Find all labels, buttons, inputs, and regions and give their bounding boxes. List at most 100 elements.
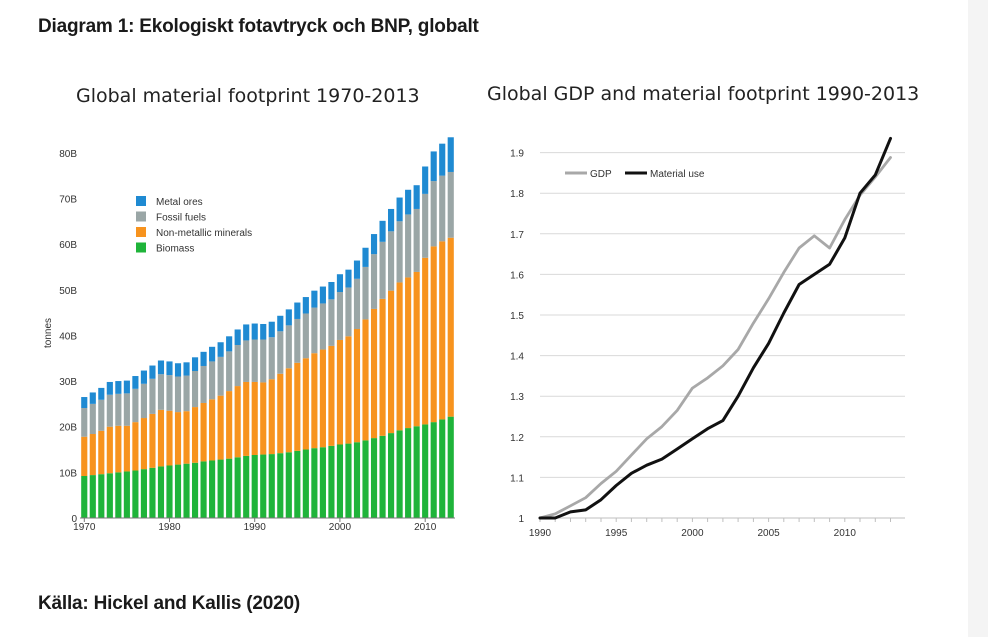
- chart2-y-tick-label: 1.2: [510, 433, 524, 444]
- bar-biomass-1972: [98, 474, 105, 518]
- bar-nonmetallic-1994: [285, 368, 292, 453]
- bar-biomass-1999: [328, 445, 335, 518]
- bar-biomass-2003: [362, 440, 369, 518]
- bar-metal-1984: [200, 351, 207, 366]
- legend-swatch-metal: [136, 196, 146, 206]
- chart1-y-tick-label: 50B: [59, 286, 77, 297]
- bar-nonmetallic-1998: [319, 349, 326, 448]
- bar-metal-1970: [81, 397, 88, 408]
- bar-nonmetallic-2009: [413, 271, 420, 427]
- bar-biomass-1976: [132, 470, 139, 518]
- bar-fossil-2000: [336, 292, 344, 340]
- bar-fossil-2007: [396, 221, 403, 283]
- bar-metal-1983: [191, 357, 199, 372]
- bar-biomass-1986: [217, 459, 224, 518]
- bar-fossil-1973: [106, 394, 113, 427]
- chart2-y-tick-label: 1.9: [510, 149, 524, 160]
- bar-biomass-1980: [166, 465, 173, 518]
- bar-fossil-1999: [328, 299, 335, 346]
- bar-fossil-2008: [405, 214, 412, 278]
- bar-nonmetallic-2008: [405, 277, 412, 429]
- bar-fossil-1989: [243, 340, 250, 382]
- bar-metal-1980: [166, 361, 173, 376]
- bar-nonmetallic-1981: [174, 412, 182, 465]
- bar-biomass-1992: [268, 454, 275, 518]
- chart2-lines: [538, 136, 892, 520]
- bar-metal-1988: [234, 329, 241, 345]
- chart2-grid: [540, 152, 905, 478]
- stacked-bar-chart: Global material footprint 1970-2013 tonn…: [43, 85, 455, 533]
- bar-nonmetallic-1987: [226, 391, 233, 459]
- source-caption: Källa: Hickel and Kallis (2020): [38, 593, 301, 614]
- bar-biomass-1975: [123, 471, 130, 518]
- bar-nonmetallic-1997: [311, 353, 318, 449]
- bar-nonmetallic-1980: [166, 410, 173, 466]
- bar-biomass-1990: [251, 455, 258, 518]
- bar-metal-1975: [123, 380, 130, 394]
- chart2-x-tick-label: 2010: [834, 528, 857, 539]
- chart1-x-tick-label: 1980: [158, 522, 181, 533]
- legend-label-gdp: GDP: [590, 169, 612, 180]
- bar-fossil-1998: [319, 303, 326, 350]
- bar-metal-1996: [302, 297, 309, 314]
- bar-biomass-2001: [345, 443, 352, 518]
- bar-nonmetallic-1990: [251, 381, 258, 455]
- chart2-y-tick-label: 1.8: [510, 189, 524, 200]
- bar-fossil-1993: [277, 331, 284, 374]
- bar-biomass-2011: [430, 422, 437, 518]
- legend-swatch-fossil: [136, 211, 146, 222]
- bar-nonmetallic-1975: [123, 425, 130, 472]
- legend-label-nonmetallic: Non-metallic minerals: [156, 228, 252, 239]
- chart1-y-tick-label: 20B: [59, 423, 77, 434]
- bar-nonmetallic-2001: [345, 336, 352, 444]
- chart1-y-tick-label: 10B: [59, 468, 77, 479]
- bar-nonmetallic-1992: [268, 379, 275, 455]
- chart2-x-tick-label: 1990: [529, 528, 552, 539]
- chart2-y-tick-label: 1.3: [510, 392, 524, 403]
- bar-fossil-1981: [174, 376, 182, 413]
- bar-metal-2003: [362, 247, 369, 267]
- bar-metal-1981: [174, 363, 182, 377]
- bar-biomass-1979: [157, 466, 165, 518]
- bar-fossil-1985: [209, 361, 216, 400]
- bar-biomass-1993: [277, 453, 284, 518]
- bar-metal-1999: [328, 281, 335, 300]
- bar-fossil-1976: [132, 388, 139, 423]
- chart2-y-tick-label: 1.4: [510, 352, 524, 363]
- bar-metal-2000: [336, 274, 344, 293]
- legend-swatch-biomass: [136, 242, 146, 253]
- bar-nonmetallic-1993: [277, 373, 284, 454]
- bar-fossil-2012: [439, 175, 446, 242]
- chart2-y-tick-label: 1.7: [510, 230, 524, 241]
- bar-biomass-1985: [209, 460, 216, 518]
- bar-biomass-1984: [200, 461, 207, 518]
- bar-fossil-2010: [422, 193, 429, 258]
- bar-metal-1991: [260, 323, 267, 340]
- bar-nonmetallic-2002: [353, 329, 361, 443]
- bar-biomass-2013: [447, 416, 454, 518]
- bar-metal-1992: [268, 321, 275, 338]
- chart1-x-tick-label: 2000: [329, 522, 352, 533]
- bar-nonmetallic-1974: [115, 425, 122, 473]
- bar-fossil-2013: [447, 171, 454, 238]
- bar-fossil-1983: [191, 371, 199, 408]
- bar-biomass-1989: [243, 455, 250, 518]
- bar-nonmetallic-1989: [243, 381, 250, 456]
- chart2-legend: GDP Material use: [565, 169, 705, 180]
- bar-metal-1977: [140, 370, 147, 384]
- bar-fossil-1992: [268, 337, 275, 380]
- bar-metal-2012: [439, 143, 446, 176]
- chart1-y-tick-label: 0: [71, 514, 77, 525]
- bar-nonmetallic-2012: [439, 241, 446, 420]
- chart1-y-tick-label: 70B: [59, 194, 77, 205]
- bar-nonmetallic-1979: [157, 409, 165, 467]
- bar-fossil-1970: [81, 407, 88, 437]
- bar-fossil-1994: [285, 325, 292, 369]
- bar-nonmetallic-1971: [89, 434, 96, 476]
- bar-biomass-2005: [379, 435, 386, 518]
- bar-biomass-1973: [106, 473, 113, 518]
- bar-fossil-2004: [370, 254, 378, 309]
- line-material: [538, 136, 892, 520]
- bar-fossil-1990: [251, 339, 258, 382]
- bar-biomass-1994: [285, 452, 292, 518]
